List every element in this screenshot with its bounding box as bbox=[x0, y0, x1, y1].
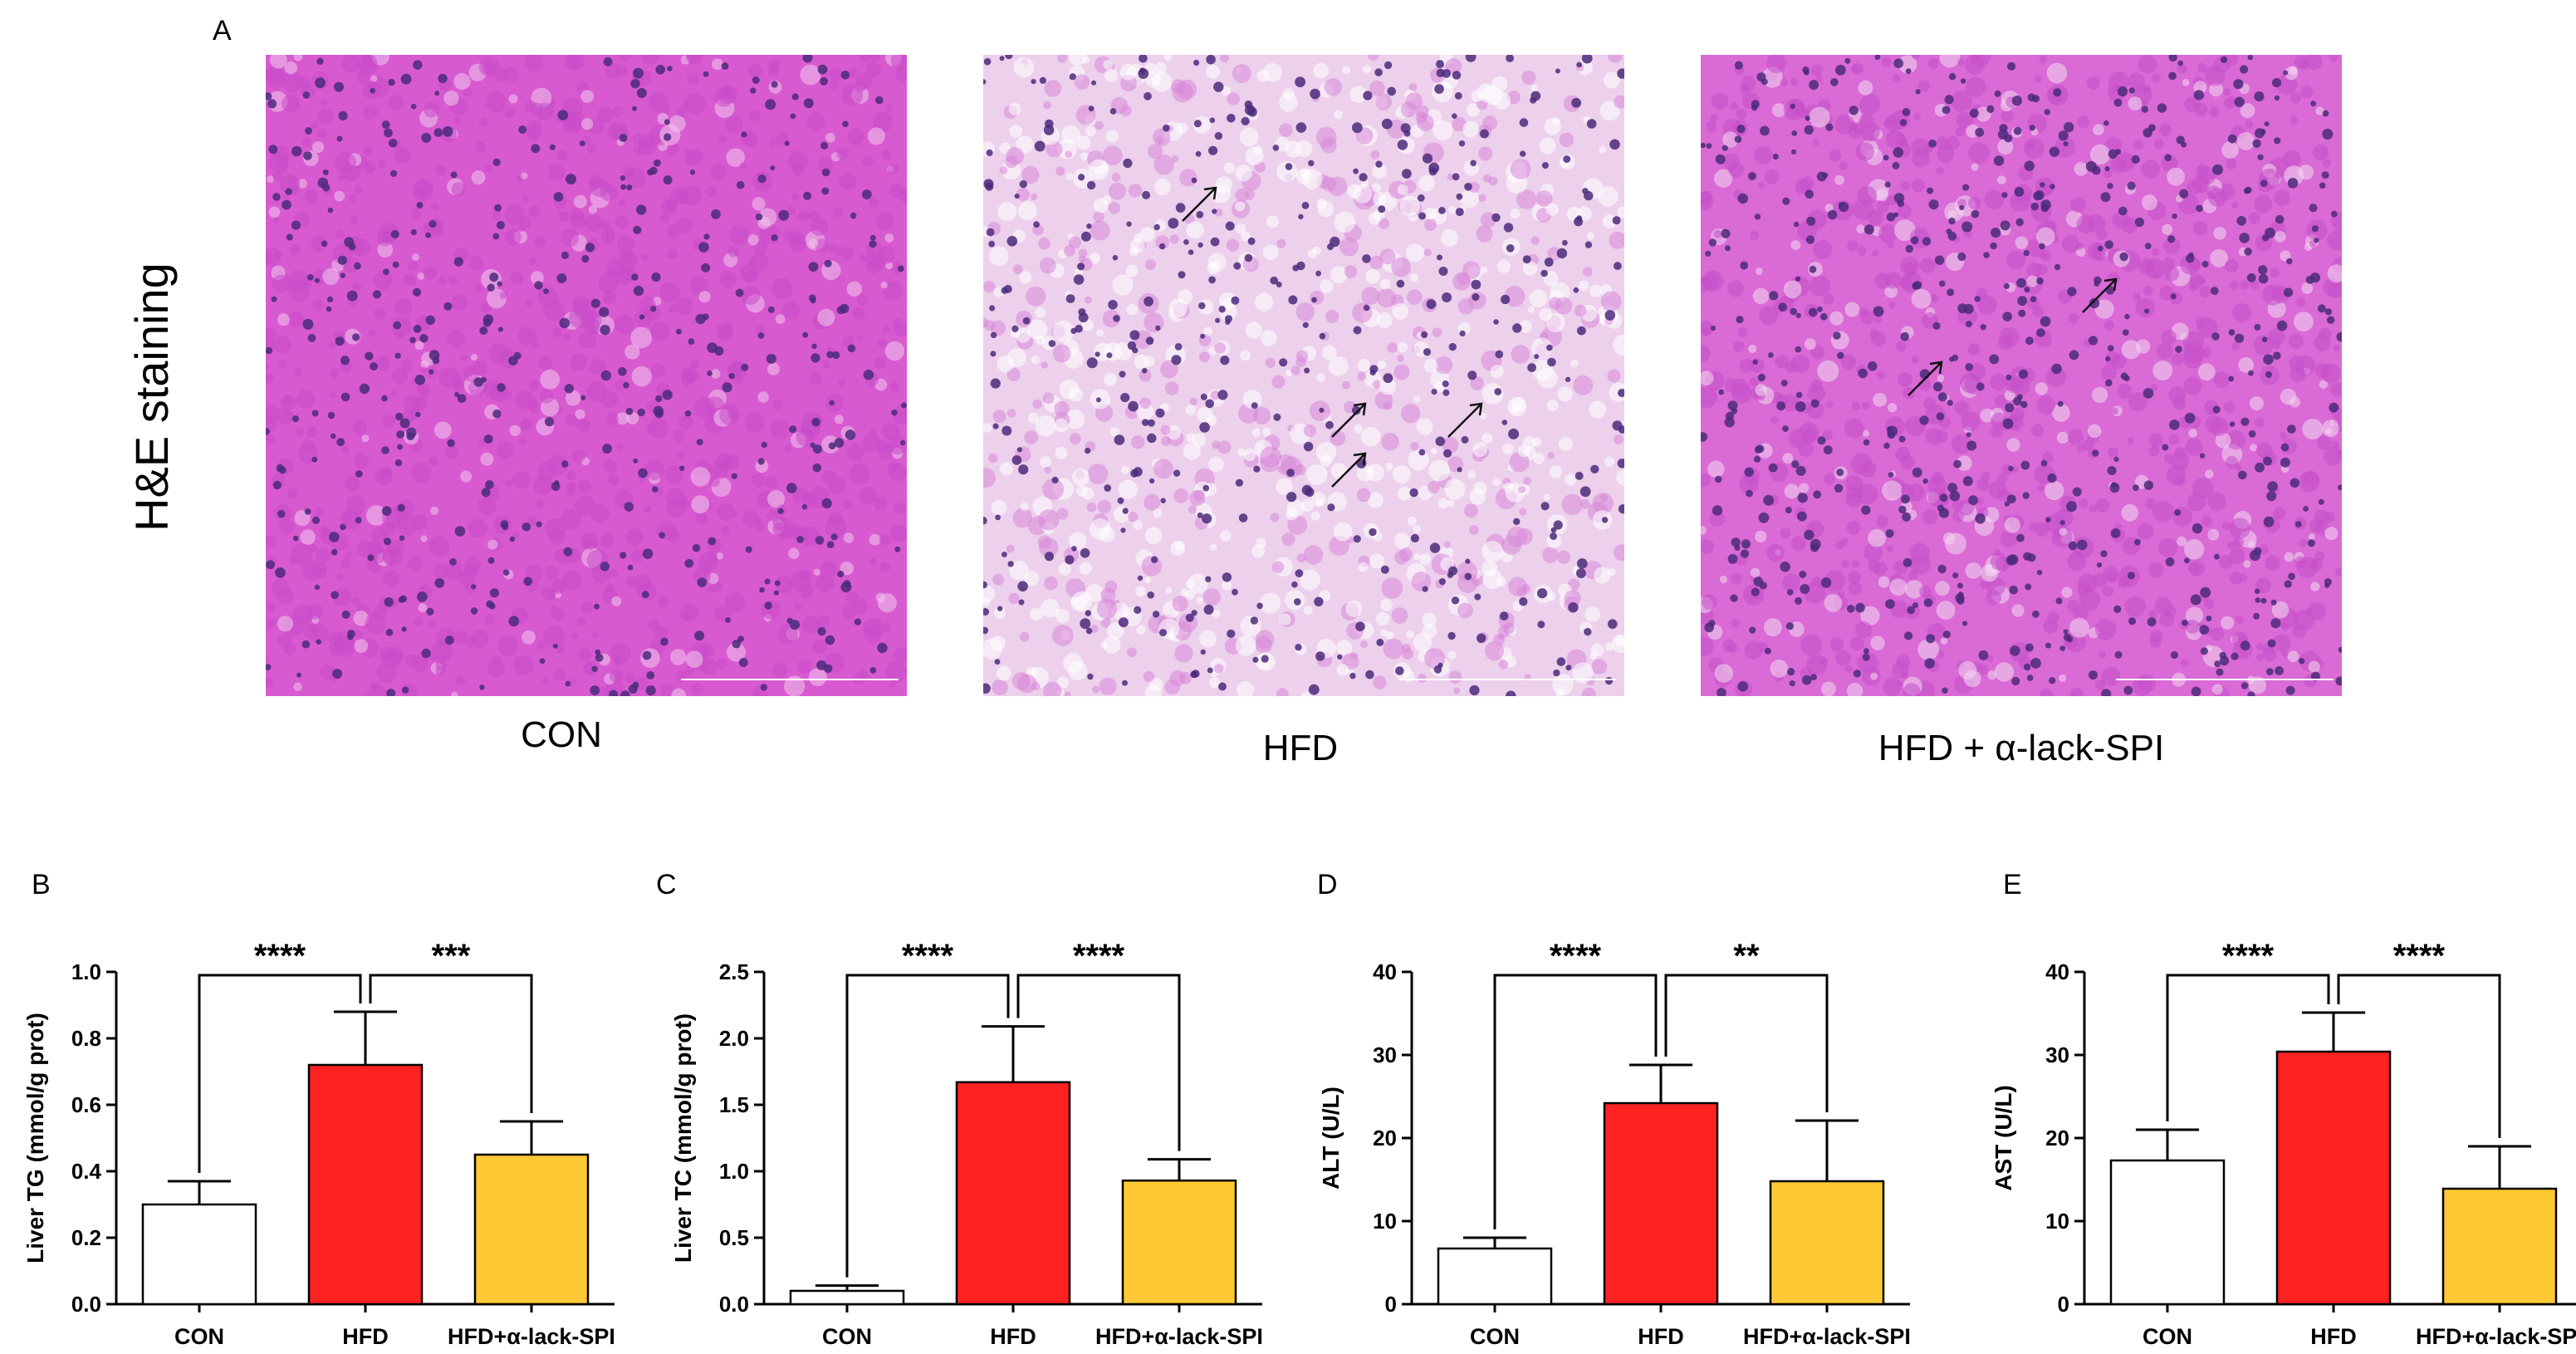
micrograph-hfd-alpha-lack-spi bbox=[1701, 55, 2342, 696]
bar bbox=[1769, 1180, 1885, 1306]
arrow-icon bbox=[1182, 186, 1217, 222]
chart-liver-tg: 0.0 0.2 0.4 0.6 0.8 1.0 Liver TG (mmol/g prot)… bbox=[17, 847, 631, 1349]
significance-label: **** bbox=[1550, 938, 1602, 974]
chart-alt: 0 10 20 30 40 ALT (U/L) CON HFD HFD+α-lack-SPI **… bbox=[1312, 847, 1927, 1349]
y-tick-label: 40 bbox=[2045, 959, 2069, 984]
chart-liver-tc: 0.0 0.5 1.0 1.5 2.0 2.5 Liver TC (mmol/g prot)… bbox=[664, 847, 1279, 1349]
chart-ast: 0 10 20 30 40 AST (U/L) CON HFD HFD+α-lack-SPI **… bbox=[1985, 847, 2576, 1349]
significance-bracket bbox=[369, 974, 533, 1113]
y-axis-label: ALT (U/L) bbox=[1318, 1087, 1344, 1190]
micrograph-hfd bbox=[983, 55, 1624, 696]
x-tick-label: HFD bbox=[342, 1324, 389, 1349]
x-tick-label: CON bbox=[174, 1324, 224, 1349]
panel-label-a: A bbox=[213, 15, 232, 47]
arrow-icon bbox=[1331, 452, 1367, 488]
significance-label: **** bbox=[2222, 938, 2275, 974]
micrograph-label-hfd: HFD bbox=[1262, 728, 1339, 768]
y-tick-label: 30 bbox=[1373, 1042, 1397, 1067]
bar bbox=[789, 1289, 905, 1306]
y-tick-label: 0.0 bbox=[71, 1292, 101, 1317]
significance-bracket bbox=[198, 974, 362, 1173]
tissue-texture bbox=[266, 55, 907, 696]
bar bbox=[473, 1153, 590, 1306]
y-axis-label: AST (U/L) bbox=[1991, 1085, 2016, 1191]
y-tick-label: 0.0 bbox=[719, 1292, 749, 1317]
bar bbox=[2109, 1159, 2226, 1306]
y-tick-label: 2.0 bbox=[719, 1026, 749, 1051]
panel-label-b: B bbox=[32, 869, 51, 900]
bar bbox=[307, 1063, 424, 1306]
x-tick-label: HFD+α-lack-SPI bbox=[1743, 1324, 1911, 1349]
y-tick-label: 30 bbox=[2045, 1042, 2069, 1067]
y-tick-label: 10 bbox=[2045, 1209, 2069, 1234]
y-tick-label: 40 bbox=[1373, 959, 1397, 984]
bar bbox=[1603, 1101, 1719, 1306]
arrow-icon bbox=[1447, 402, 1483, 438]
y-axis-label: Liver TG (mmol/g prot) bbox=[22, 1013, 48, 1263]
significance-label: **** bbox=[2393, 938, 2446, 974]
panel-label-c: C bbox=[656, 869, 677, 900]
y-tick-label: 0 bbox=[1385, 1292, 1397, 1317]
tissue-texture bbox=[983, 55, 1624, 696]
y-tick-label: 1.0 bbox=[719, 1159, 749, 1184]
x-tick-label: HFD bbox=[2310, 1324, 2357, 1349]
y-axis-label: Liver TC (mmol/g prot) bbox=[670, 1013, 696, 1263]
staining-label: H&E staining bbox=[125, 262, 178, 532]
significance-label: **** bbox=[1073, 938, 1125, 974]
significance-label: ** bbox=[1733, 938, 1760, 974]
y-tick-label: 0.6 bbox=[71, 1092, 101, 1117]
significance-bracket bbox=[1664, 974, 1829, 1112]
x-tick-label: HFD+α-lack-SPI bbox=[2416, 1324, 2576, 1349]
significance-label: *** bbox=[432, 938, 471, 974]
tissue-texture bbox=[1701, 55, 2342, 696]
y-tick-label: 2.5 bbox=[719, 959, 749, 984]
x-tick-label: HFD bbox=[1638, 1324, 1684, 1349]
x-tick-label: CON bbox=[1470, 1324, 1520, 1349]
x-tick-label: CON bbox=[2143, 1324, 2192, 1349]
y-tick-label: 1.0 bbox=[71, 959, 101, 984]
y-tick-label: 20 bbox=[1373, 1126, 1397, 1150]
significance-label: **** bbox=[902, 938, 954, 974]
y-tick-label: 0.4 bbox=[71, 1159, 102, 1184]
significance-bracket bbox=[845, 974, 1010, 1278]
arrow-icon bbox=[1908, 361, 1943, 396]
arrow-icon bbox=[1331, 402, 1367, 438]
x-tick-label: CON bbox=[822, 1324, 872, 1349]
bar bbox=[955, 1081, 1071, 1306]
significance-label: **** bbox=[254, 938, 306, 974]
significance-bracket bbox=[1493, 974, 1658, 1229]
x-tick-label: HFD bbox=[990, 1324, 1036, 1349]
significance-bracket bbox=[2337, 974, 2501, 1138]
micrograph-con bbox=[266, 55, 907, 696]
y-tick-label: 0.2 bbox=[71, 1225, 101, 1250]
bar bbox=[2441, 1187, 2558, 1306]
y-tick-label: 1.5 bbox=[719, 1092, 749, 1117]
y-tick-label: 0.8 bbox=[71, 1026, 101, 1051]
bar bbox=[1121, 1179, 1237, 1306]
micrograph-label-hfd-alpha-lack-spi: HFD + α-lack-SPI bbox=[1878, 728, 2165, 768]
y-tick-label: 20 bbox=[2045, 1126, 2069, 1150]
panel-label-d: D bbox=[1317, 869, 1338, 900]
bar bbox=[1437, 1247, 1553, 1306]
y-tick-label: 10 bbox=[1373, 1209, 1397, 1234]
arrow-icon bbox=[2082, 277, 2118, 313]
y-tick-label: 0 bbox=[2058, 1292, 2069, 1317]
panel-label-e: E bbox=[2003, 869, 2022, 900]
significance-bracket bbox=[2166, 974, 2330, 1121]
x-tick-label: HFD+α-lack-SPI bbox=[1095, 1324, 1263, 1349]
bar bbox=[2275, 1050, 2392, 1306]
significance-bracket bbox=[1016, 974, 1181, 1151]
y-tick-label: 0.5 bbox=[719, 1225, 749, 1250]
x-tick-label: HFD+α-lack-SPI bbox=[448, 1324, 615, 1349]
bar bbox=[141, 1203, 257, 1306]
micrograph-label-con: CON bbox=[521, 714, 602, 755]
